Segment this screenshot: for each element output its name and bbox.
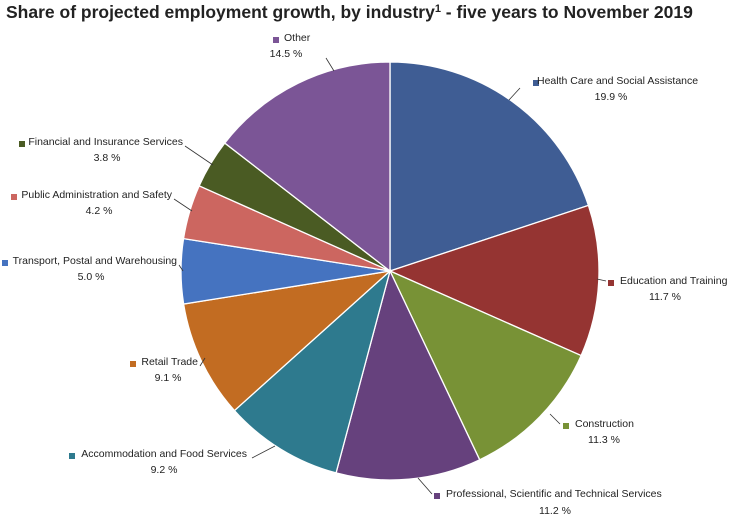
data-label-value-education-and-training: 11.7 % (649, 291, 681, 303)
leader-line-financial-and-insurance-services (184, 145, 214, 166)
data-label-name-accommodation-and-food-services: Accommodation and Food Services (81, 448, 247, 460)
data-label-name-other: Other (284, 32, 311, 44)
pie-slice-professional-scientific-and-technical-services (335, 269, 481, 481)
chart-title-main: Share of projected employment growth, by… (6, 2, 435, 22)
data-label-name-health-care-and-social-assistance: Health Care and Social Assistance (537, 75, 698, 87)
leader-line-accommodation-and-food-services (251, 445, 276, 459)
chart-title-superscript: 1 (435, 3, 441, 15)
data-labels: Health Care and Social Assistance 19.9 % E… (2, 32, 728, 517)
data-label-value-retail-trade: 9.1 % (155, 372, 182, 384)
legend-key-construction (563, 423, 569, 429)
data-label-name-transport-postal-and-warehousing: Transport, Postal and Warehousing (13, 255, 178, 267)
legend-key-other (273, 37, 279, 43)
legend-key-transport-postal-and-warehousing (2, 260, 8, 266)
leader-line-other (325, 57, 335, 72)
data-label-value-other: 14.5 % (270, 48, 303, 60)
legend-key-retail-trade (130, 361, 136, 367)
data-label-name-public-administration-and-safety: Public Administration and Safety (21, 189, 172, 201)
pie-slice-accommodation-and-food-services (233, 269, 392, 474)
data-label-value-financial-and-insurance-services: 3.8 % (94, 152, 121, 164)
data-label-name-professional-scientific-and-technical-services: Professional, Scientific and Technical S… (446, 488, 662, 500)
legend-key-accommodation-and-food-services (69, 453, 75, 459)
pie-slice-health-care-and-social-assistance (389, 61, 590, 272)
data-label-name-education-and-training: Education and Training (620, 275, 728, 287)
data-label-value-accommodation-and-food-services: 9.2 % (151, 464, 178, 476)
leader-line-professional-scientific-and-technical-services (417, 477, 433, 495)
pie-slice-retail-trade (182, 270, 393, 412)
data-label-name-construction: Construction (575, 418, 634, 430)
pie-slice-construction (388, 269, 582, 461)
chart-title-suffix: - five years to November 2019 (441, 2, 693, 22)
data-label-value-public-administration-and-safety: 4.2 % (86, 205, 113, 217)
legend-key-financial-and-insurance-services (19, 141, 25, 147)
data-label-value-health-care-and-social-assistance: 19.9 % (595, 91, 628, 103)
leader-line-retail-trade (199, 357, 206, 367)
legend-key-health-care-and-social-assistance (533, 80, 539, 86)
pie-slice-education-and-training (388, 204, 600, 357)
data-label-name-retail-trade: Retail Trade (141, 356, 198, 368)
leader-line-public-administration-and-safety (173, 198, 193, 212)
pie-slice-other (223, 61, 391, 273)
legend-key-education-and-training (608, 280, 614, 286)
leader-line-construction (549, 413, 561, 425)
leader-line-transport-postal-and-warehousing (178, 264, 184, 272)
data-label-value-construction: 11.3 % (588, 434, 620, 446)
chart-title: Share of projected employment growth, by… (6, 2, 693, 22)
data-label-value-transport-postal-and-warehousing: 5.0 % (78, 271, 105, 283)
data-label-value-professional-scientific-and-technical-services: 11.2 % (539, 505, 571, 517)
leader-line-education-and-training (596, 278, 607, 282)
data-label-name-financial-and-insurance-services: Financial and Insurance Services (28, 136, 183, 148)
leader-line-health-care-and-social-assistance (508, 87, 521, 101)
pie-slices (180, 61, 600, 481)
legend-key-public-administration-and-safety (11, 194, 17, 200)
legend-key-professional-scientific-and-technical-services (434, 493, 440, 499)
leader-lines (173, 57, 607, 495)
